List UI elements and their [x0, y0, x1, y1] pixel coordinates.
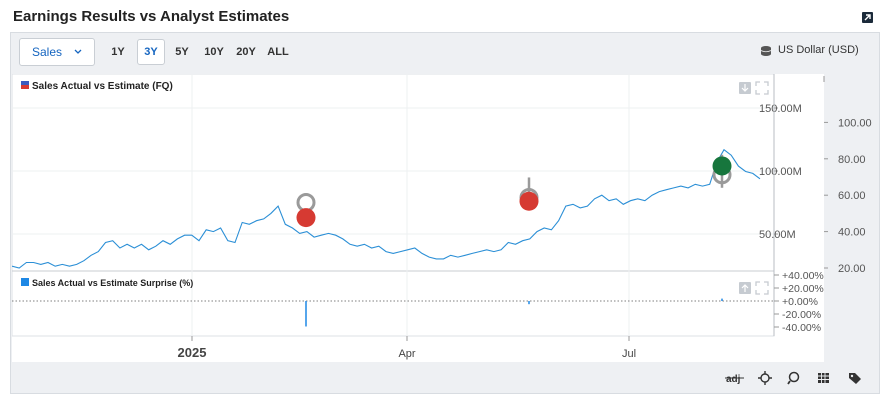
download-icon[interactable] [739, 82, 751, 94]
fullscreen-icon-2[interactable] [755, 281, 769, 295]
coins-icon [759, 44, 773, 63]
actual-marker[interactable] [712, 156, 732, 176]
metric-select[interactable]: Sales [19, 38, 95, 66]
range-1y[interactable]: 1Y [111, 46, 125, 58]
right-axis-tick-label: 100.00 [838, 117, 872, 129]
left-axis-tick-label: 100.00M [759, 166, 802, 178]
surprise-axis-tick-label: +20.00% [782, 283, 824, 295]
x-axis-label: 2025 [178, 345, 207, 360]
chevron-down-icon [73, 46, 83, 60]
chart-area: Sales Actual vs Estimate (FQ) 150.00M 100… [12, 74, 872, 362]
toolbar: Sales 1Y 3Y 5Y 10Y 20Y ALL US Dollar (US… [11, 33, 879, 73]
surprise-axis-tick-label: +40.00% [782, 270, 824, 282]
external-link-icon[interactable] [862, 12, 873, 23]
fullscreen-icon[interactable] [755, 81, 769, 95]
range-5y[interactable]: 5Y [175, 46, 189, 58]
range-20y[interactable]: 20Y [236, 46, 256, 58]
surprise-axis-tick-label: -40.00% [782, 322, 821, 334]
range-all[interactable]: ALL [267, 46, 289, 58]
upload-icon[interactable] [739, 282, 751, 294]
surprise-axis-tick-label: +0.00% [782, 296, 818, 308]
bottom-toolbar: adj [11, 363, 879, 393]
right-axis-tick-label: 20.00 [838, 263, 866, 275]
left-axis-tick-label: 50.00M [759, 229, 796, 241]
page-title: Earnings Results vs Analyst Estimates [13, 8, 290, 25]
adjusted-toggle[interactable]: adj [725, 371, 745, 385]
right-axis-tick-label: 40.00 [838, 227, 866, 239]
left-axis-tick-label: 150.00M [759, 103, 802, 115]
bottom-legend-label: Sales Actual vs Estimate Surprise (%) [32, 278, 193, 288]
actual-marker[interactable] [296, 208, 316, 228]
top-legend-label: Sales Actual vs Estimate (FQ) [32, 81, 173, 92]
x-axis-label: Jul [622, 348, 636, 360]
right-axis-tick-label: 80.00 [838, 154, 866, 166]
grid-icon[interactable] [817, 371, 831, 385]
crosshair-icon[interactable] [758, 371, 772, 385]
zoom-icon[interactable] [787, 371, 801, 385]
actual-marker[interactable] [519, 191, 539, 211]
range-3y[interactable]: 3Y [137, 39, 165, 65]
chart-panel: Sales 1Y 3Y 5Y 10Y 20Y ALL US Dollar (US… [10, 32, 880, 394]
price-line-series [12, 148, 761, 269]
surprise-axis-tick-label: -20.00% [782, 309, 821, 321]
x-axis-label: Apr [398, 348, 415, 360]
surprise-legend: Sales Actual vs Estimate Surprise (%) [21, 278, 193, 288]
metric-select-value: Sales [32, 45, 63, 59]
svg-text:adj: adj [726, 374, 741, 385]
right-axis-tick-label: 60.00 [838, 190, 866, 202]
currency-label[interactable]: US Dollar (USD) [778, 44, 859, 56]
range-10y[interactable]: 10Y [204, 46, 224, 58]
tag-icon[interactable] [848, 371, 862, 385]
